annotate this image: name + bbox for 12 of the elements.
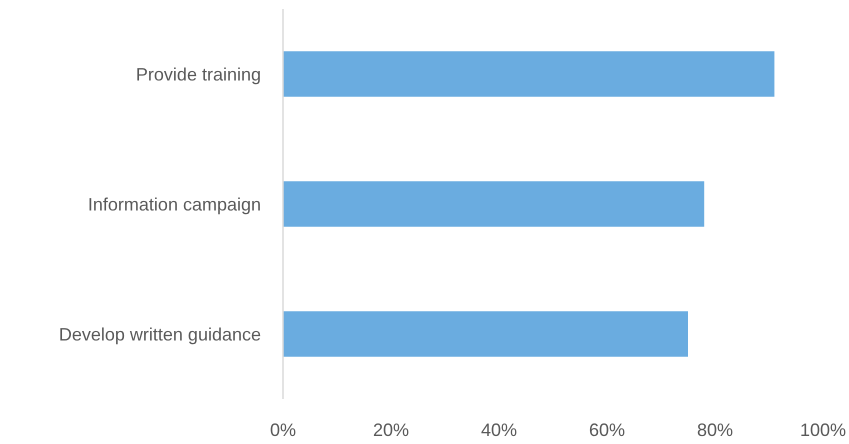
y-tick-label: Develop written guidance — [58, 324, 261, 344]
x-tick-label: 100% — [800, 420, 846, 440]
y-tick-label: Provide training — [136, 64, 261, 84]
bar — [283, 311, 688, 357]
x-tick-label: 20% — [372, 420, 410, 440]
x-tick-label: 80% — [696, 420, 734, 440]
bar — [283, 51, 774, 97]
y-tick-label: Information campaign — [88, 194, 261, 214]
x-tick-label: 0% — [270, 420, 296, 440]
x-tick-label: 40% — [480, 420, 518, 440]
x-tick-label: 60% — [588, 420, 626, 440]
bar — [283, 181, 704, 227]
